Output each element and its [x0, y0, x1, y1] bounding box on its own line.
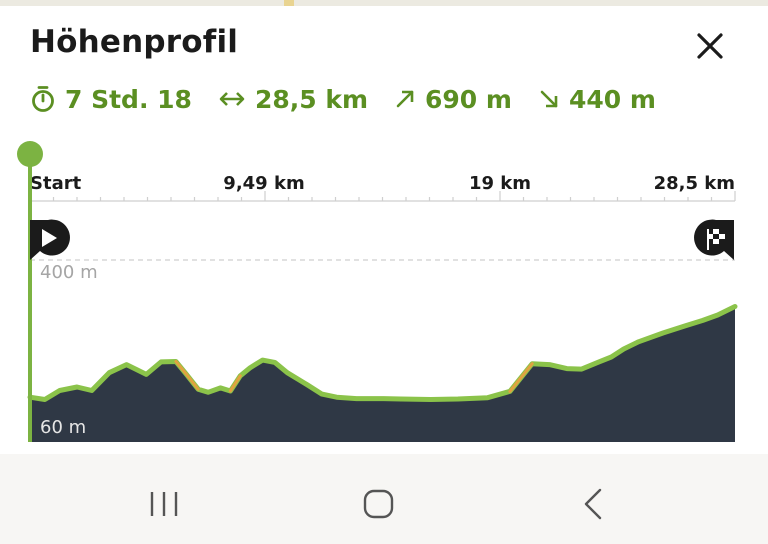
position-handle[interactable] [17, 141, 43, 167]
distance-stat: 28,5 km [218, 85, 368, 114]
descent-value: 440 m [568, 84, 656, 114]
steep-segments [174, 359, 534, 393]
map-edge-detail [284, 0, 294, 6]
system-navigation-bar [0, 454, 768, 544]
elevation-area [30, 306, 735, 442]
elevation-label-60: 60 m [40, 417, 86, 438]
recent-apps-icon [150, 492, 178, 516]
ascent-arrow-icon [394, 88, 416, 110]
sheet-title: Höhenprofil [30, 24, 239, 60]
elevation-line [27, 304, 738, 402]
distance-value: 28,5 km [254, 84, 369, 114]
close-icon [697, 33, 723, 59]
elevation-profile-sheet: Höhenprofil 7 Std. 18 [0, 6, 768, 454]
distance-tick-label: 19 km [469, 173, 531, 194]
duration-value: 7 Std. 18 [65, 84, 192, 114]
timer-icon [30, 85, 56, 113]
duration-stat: 7 Std. 18 [30, 85, 192, 114]
steep-segment [184, 372, 200, 391]
elevation-label-400: 400 m [40, 262, 98, 283]
descent-arrow-icon [538, 88, 560, 110]
distance-tick-label: 9,49 km [223, 173, 304, 194]
recent-apps-button[interactable] [146, 486, 182, 522]
distance-ruler [29, 191, 736, 202]
distance-arrows-icon [218, 89, 246, 109]
ascent-stat: 690 m [394, 85, 512, 114]
tour-stats: 7 Std. 18 28,5 km 690 m [30, 82, 682, 116]
ascent-value: 690 m [425, 84, 512, 114]
steep-segment [508, 362, 534, 393]
back-button[interactable] [576, 486, 612, 522]
distance-tick-label: Start [30, 173, 82, 194]
map-edge-strip [0, 0, 768, 6]
home-icon [363, 489, 394, 519]
start-marker[interactable] [30, 219, 70, 260]
distance-tick-label: 28,5 km [654, 173, 735, 194]
finish-marker[interactable] [694, 219, 734, 260]
finish-flag-icon [707, 229, 725, 250]
play-icon [42, 229, 57, 247]
steep-segment [174, 359, 188, 376]
descent-stat: 440 m [538, 85, 656, 114]
elevation-chart[interactable]: Start 9,49 km 19 km 28,5 km 400 m 60 m [0, 136, 768, 454]
home-button[interactable] [361, 486, 397, 522]
back-icon [584, 488, 602, 520]
steep-segment [228, 374, 242, 393]
close-button[interactable] [692, 28, 728, 64]
